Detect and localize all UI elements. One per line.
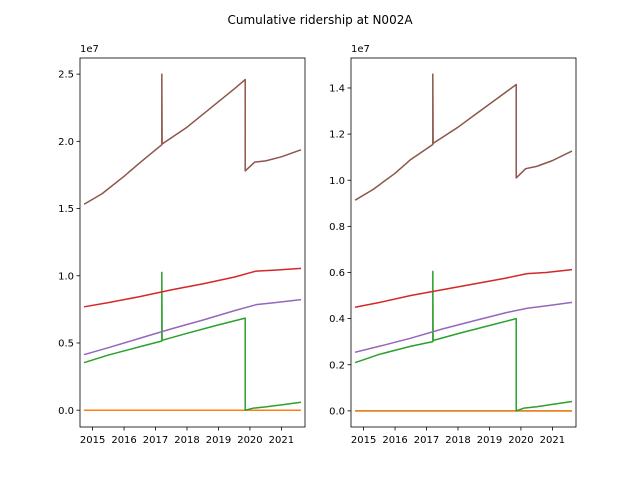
x-tick-label: 2021	[540, 435, 565, 446]
y-tick-label: 0.8	[329, 222, 345, 233]
y-tick-label: 0.4	[329, 314, 345, 325]
axes-1: 2015 2016 2017 2018 2019 2020 2021 0.0 0.5 1.0 1.5…	[58, 44, 306, 446]
x-tick-label: 2018	[174, 435, 199, 446]
x-tick-label: 2020	[237, 435, 262, 446]
x-tick-label: 2015	[80, 435, 105, 446]
y-offset-text: 1e7	[351, 44, 370, 55]
y-tick-label: 0.5	[58, 339, 74, 350]
x-tick-label: 2019	[477, 435, 502, 446]
x-tick-label: 2015	[351, 435, 376, 446]
y-tick-label: 0.6	[329, 268, 345, 279]
y-offset-text: 1e7	[80, 44, 99, 55]
y-tick-label: 1.5	[58, 204, 74, 215]
y-tick-label: 2.5	[58, 70, 74, 81]
axes-frame	[350, 57, 577, 428]
x-tick-label: 2017	[143, 435, 168, 446]
axes-2: 2015 2016 2017 2018 2019 2020 2021 0.0 0.2 0.4 0.6…	[329, 44, 577, 446]
x-tick-label: 2016	[111, 435, 136, 446]
y-tick-label: 1.2	[329, 130, 345, 141]
axes-layer: 2015 2016 2017 2018 2019 2020 2021 0.0 0.5 1.0 1.5…	[58, 44, 577, 446]
y-tick-label: 1.0	[58, 271, 74, 282]
series-group	[83, 73, 302, 411]
series-group	[354, 73, 573, 412]
series-line-5	[354, 301, 573, 353]
y-tick-label: 0.2	[329, 360, 345, 371]
y-tick-label: 0.0	[58, 406, 74, 417]
y-tick-label: 1.4	[329, 84, 345, 95]
series-line-4	[354, 268, 573, 308]
x-tick-label: 2020	[508, 435, 533, 446]
figure-title: Cumulative ridership at N002A	[227, 13, 413, 27]
series-line-3	[354, 270, 573, 412]
x-tick-label: 2016	[382, 435, 407, 446]
y-tick-label: 0.0	[329, 406, 345, 417]
series-line-6	[83, 73, 302, 205]
series-line-5	[83, 298, 302, 356]
series-line-6	[354, 73, 573, 201]
y-tick-label: 2.0	[58, 137, 74, 148]
x-tick-label: 2019	[206, 435, 231, 446]
x-tick-label: 2017	[414, 435, 439, 446]
series-line-3	[83, 271, 302, 411]
x-tick-label: 2021	[269, 435, 294, 446]
x-tick-label: 2018	[445, 435, 470, 446]
axes-frame	[79, 57, 306, 428]
y-tick-label: 1.0	[329, 176, 345, 187]
series-line-4	[83, 267, 302, 308]
